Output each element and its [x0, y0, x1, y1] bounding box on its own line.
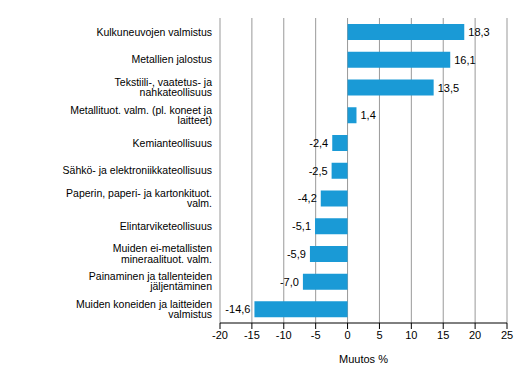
- svg-text:Painaminen ja tallenteidenjälj: Painaminen ja tallenteidenjäljentäminen: [89, 270, 212, 293]
- svg-text:15: 15: [437, 329, 449, 341]
- svg-text:-7,0: -7,0: [280, 276, 299, 288]
- svg-text:-2,5: -2,5: [309, 165, 328, 177]
- svg-text:Kemianteollisuus: Kemianteollisuus: [133, 137, 212, 149]
- svg-text:0: 0: [344, 329, 350, 341]
- svg-text:Metallien jalostus: Metallien jalostus: [131, 53, 212, 65]
- svg-text:Kulkuneuvojen valmistus: Kulkuneuvojen valmistus: [96, 26, 212, 38]
- svg-text:Tekstiili-, vaatetus- janahkat: Tekstiili-, vaatetus- janahkateollisuus: [115, 76, 213, 99]
- svg-text:13,5: 13,5: [438, 82, 459, 94]
- svg-text:Metallituot. valm. (pl. koneet: Metallituot. valm. (pl. koneet jalaittee…: [70, 104, 212, 127]
- svg-text:-5,9: -5,9: [287, 248, 306, 260]
- svg-text:-14,6: -14,6: [225, 303, 250, 315]
- svg-text:-10: -10: [276, 329, 292, 341]
- svg-text:5: 5: [376, 329, 382, 341]
- svg-text:1,4: 1,4: [360, 109, 375, 121]
- svg-text:Paperin, paperi- ja kartonkitu: Paperin, paperi- ja kartonkituot.valm.: [66, 187, 212, 210]
- svg-text:Elintarviketeollisuus: Elintarviketeollisuus: [120, 220, 212, 232]
- svg-text:25: 25: [501, 329, 513, 341]
- svg-text:-15: -15: [244, 329, 260, 341]
- svg-text:-4,2: -4,2: [298, 192, 317, 204]
- svg-text:-20: -20: [212, 329, 228, 341]
- svg-text:Muiden ei-metallistenmineraali: Muiden ei-metallistenmineraalituot. valm…: [113, 242, 212, 264]
- svg-text:Muutos %: Muutos %: [339, 353, 388, 365]
- svg-text:18,3: 18,3: [468, 26, 489, 38]
- svg-text:20: 20: [469, 329, 481, 341]
- svg-text:Muiden koneiden ja laitteidenv: Muiden koneiden ja laitteidenvalmistus: [76, 298, 212, 321]
- svg-text:Sähkö- ja elektroniikkateollis: Sähkö- ja elektroniikkateollisuus: [63, 164, 212, 176]
- svg-text:16,1: 16,1: [454, 54, 475, 66]
- svg-text:-5,1: -5,1: [292, 220, 311, 232]
- svg-text:10: 10: [405, 329, 417, 341]
- svg-text:-2,4: -2,4: [309, 137, 328, 149]
- svg-text:-5: -5: [311, 329, 321, 341]
